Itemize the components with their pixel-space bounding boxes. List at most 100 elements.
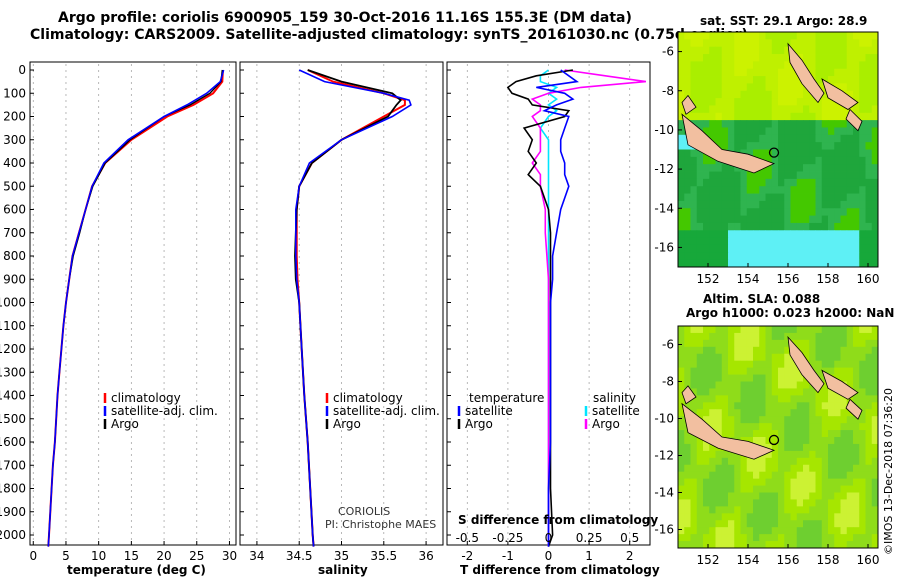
sla-map-lon-label: 152 bbox=[697, 553, 720, 567]
sla-map-cell bbox=[734, 339, 741, 348]
difference-grid-dot bbox=[507, 286, 509, 288]
sla-map-cell bbox=[821, 534, 829, 542]
sla-map-cell bbox=[853, 423, 860, 431]
difference-grid-dot bbox=[466, 514, 468, 516]
sst-map-cell bbox=[771, 149, 779, 158]
temperature-grid-dot bbox=[228, 394, 230, 396]
sla-map-cell bbox=[859, 471, 866, 480]
sla-map-title-2: Argo h1000: 0.023 h2000: NaN bbox=[686, 306, 895, 320]
sla-map-cell bbox=[790, 450, 798, 459]
temperature-grid-dot bbox=[228, 160, 230, 162]
temperature-grid-dot bbox=[65, 364, 67, 366]
sst-map-cell bbox=[828, 178, 835, 187]
temperature-grid-dot bbox=[196, 334, 198, 336]
sst-map-cell bbox=[853, 39, 860, 48]
sla-map-cell bbox=[690, 520, 698, 528]
sst-map-cell bbox=[740, 68, 748, 77]
temperature-grid-dot bbox=[65, 412, 67, 414]
sst-map-cell bbox=[684, 237, 691, 246]
sla-map-cell bbox=[796, 430, 804, 438]
sst-map-cell bbox=[809, 186, 816, 194]
difference-grid-dot bbox=[466, 364, 468, 366]
sla-map-cell bbox=[784, 409, 791, 417]
sla-map-cell bbox=[815, 492, 823, 500]
sla-map-cell bbox=[746, 464, 754, 473]
sla-map-cell bbox=[865, 395, 873, 403]
salinity-grid-dot bbox=[383, 340, 385, 342]
sst-map-cell bbox=[678, 149, 685, 158]
sla-map-cell bbox=[740, 339, 748, 348]
temperature-grid-dot bbox=[130, 172, 132, 174]
sla-map-cell bbox=[865, 374, 873, 382]
temperature-grid-dot bbox=[163, 478, 165, 480]
sst-map-cell bbox=[709, 127, 716, 136]
sla-map-cell bbox=[696, 527, 704, 535]
difference-grid-dot bbox=[466, 106, 468, 108]
sst-map-cell bbox=[821, 200, 829, 209]
difference-grid-dot bbox=[588, 490, 590, 492]
temperature-grid-dot bbox=[228, 112, 230, 114]
sst-map-cell bbox=[796, 134, 804, 143]
sst-map-cell bbox=[721, 112, 729, 121]
salinity-grid-dot bbox=[383, 238, 385, 240]
sla-map-cell bbox=[815, 326, 823, 334]
salinity-grid-dot bbox=[383, 424, 385, 426]
sla-map-cell bbox=[809, 541, 816, 549]
sst-map-cell bbox=[684, 46, 691, 55]
sla-map-cell bbox=[834, 326, 841, 334]
salinity-grid-dot bbox=[341, 340, 342, 342]
sla-map-cell bbox=[828, 339, 835, 348]
sst-map-cell bbox=[871, 134, 879, 143]
salinity-grid-dot bbox=[383, 322, 385, 324]
sla-map-cell bbox=[703, 506, 710, 514]
sla-map-cell bbox=[753, 388, 760, 396]
salinity-grid-dot bbox=[256, 418, 258, 420]
sst-map-cell bbox=[753, 215, 760, 224]
sla-map-cell bbox=[753, 416, 760, 424]
sst-map-cell bbox=[728, 200, 735, 209]
difference-grid-dot bbox=[588, 298, 590, 300]
sst-map-cell bbox=[790, 244, 798, 253]
sla-map-cell bbox=[765, 464, 773, 473]
sst-map-cell bbox=[728, 61, 735, 70]
temperature-grid-dot bbox=[65, 184, 67, 186]
sla-map-cell bbox=[728, 332, 735, 341]
difference-grid-dot bbox=[507, 238, 509, 240]
difference-grid-dot bbox=[588, 400, 590, 402]
temperature-grid-dot bbox=[228, 274, 230, 276]
sla-map-cell bbox=[790, 332, 798, 341]
sst-map-cell bbox=[728, 39, 735, 48]
sla-map-cell bbox=[821, 485, 829, 493]
sla-map-cell bbox=[803, 443, 810, 452]
sla-map-cell bbox=[721, 499, 729, 507]
difference-grid-dot bbox=[507, 412, 509, 414]
sst-map-cell bbox=[796, 200, 804, 209]
sst-map-lat-label: -14 bbox=[654, 201, 674, 215]
sst-map-cell bbox=[859, 68, 866, 77]
difference-grid-dot bbox=[629, 64, 631, 66]
sst-map-cell bbox=[765, 171, 773, 180]
sst-map-cell bbox=[809, 215, 816, 224]
salinity-grid-dot bbox=[298, 496, 300, 498]
difference-grid-dot bbox=[629, 322, 631, 324]
sla-map-cell bbox=[865, 520, 873, 528]
sla-map-cell bbox=[853, 332, 860, 341]
sst-map-cell bbox=[728, 112, 735, 121]
sst-map-cell bbox=[734, 230, 741, 239]
difference-grid-dot bbox=[629, 112, 631, 114]
difference-grid-dot bbox=[588, 142, 590, 144]
difference-grid-dot bbox=[466, 244, 468, 246]
sst-map-cell bbox=[734, 142, 741, 150]
sla-map-cell bbox=[784, 506, 791, 514]
sst-map-cell bbox=[721, 127, 729, 136]
sla-map-cell bbox=[678, 471, 685, 480]
difference-grid-dot bbox=[588, 190, 590, 192]
difference-grid-dot bbox=[466, 178, 468, 180]
sla-map-cell bbox=[740, 541, 748, 549]
temperature-grid-dot bbox=[163, 154, 165, 156]
sla-map-cell bbox=[828, 492, 835, 500]
sst-map-cell bbox=[809, 127, 816, 136]
temperature-grid-dot bbox=[130, 310, 132, 312]
sla-map-cell bbox=[815, 409, 823, 417]
sst-map-cell bbox=[853, 171, 860, 180]
